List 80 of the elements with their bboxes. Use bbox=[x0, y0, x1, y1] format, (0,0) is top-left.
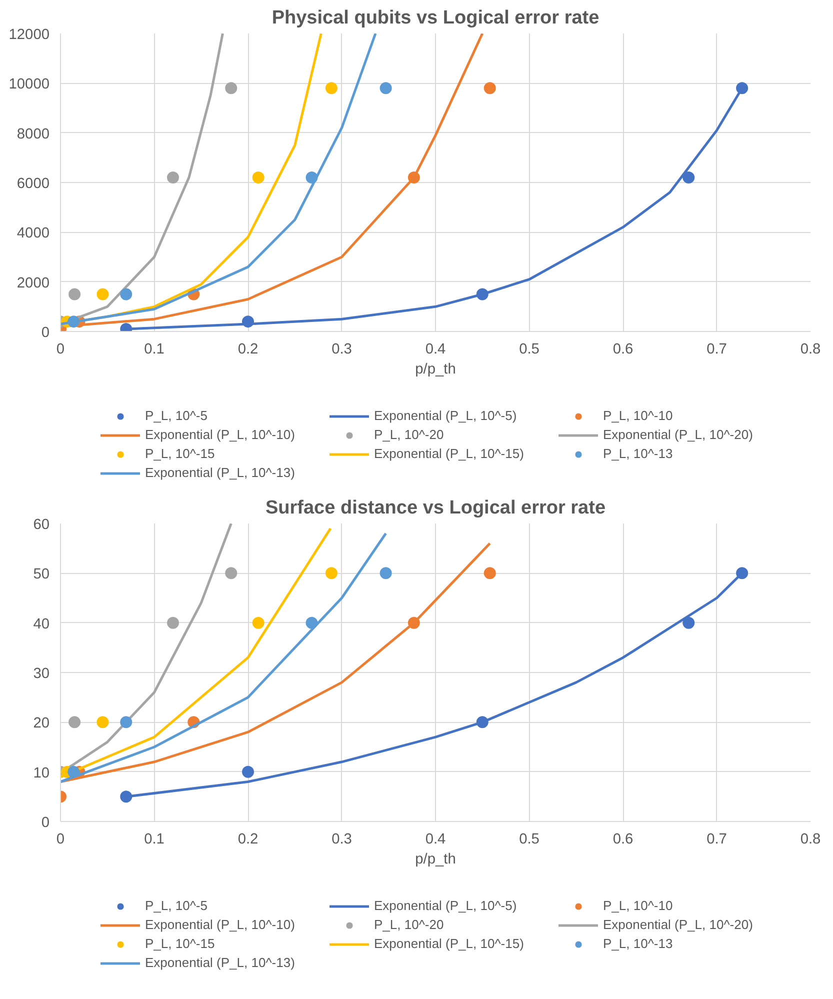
x-tick-label: 0.2 bbox=[238, 342, 258, 358]
point bbox=[682, 172, 695, 184]
point bbox=[380, 567, 392, 580]
legend-label: P_L, 10^-13 bbox=[603, 446, 674, 461]
legend-label: P_L, 10^-10 bbox=[603, 408, 674, 423]
x-tick-label: 0.7 bbox=[706, 342, 727, 358]
point bbox=[225, 82, 238, 94]
y-tick-label: 8000 bbox=[16, 126, 50, 142]
line-series bbox=[60, 527, 332, 778]
point bbox=[167, 172, 179, 184]
legend-label: Exponential (P_L, 10^-10) bbox=[145, 427, 296, 442]
y-tick-label: 30 bbox=[33, 666, 50, 682]
y-tick-label: 60 bbox=[33, 517, 50, 533]
point bbox=[96, 288, 109, 300]
y-tick-label: 10 bbox=[33, 765, 50, 782]
point bbox=[242, 766, 254, 778]
point bbox=[380, 82, 392, 94]
y-tick-label: 0 bbox=[41, 325, 50, 341]
legend-label: P_L, 10^-15 bbox=[145, 936, 216, 951]
point bbox=[96, 716, 109, 728]
x-tick-label: 0.8 bbox=[800, 342, 821, 358]
y-tick-label: 0 bbox=[41, 815, 50, 831]
x-tick-label: 0.6 bbox=[612, 832, 634, 848]
x-axis-title: p/p_th bbox=[415, 852, 456, 868]
point bbox=[167, 616, 179, 629]
x-tick-label: 0.3 bbox=[332, 342, 352, 358]
chart-title: Surface distance vs Logical error rate bbox=[265, 498, 606, 518]
legend-label: Exponential (P_L, 10^-13) bbox=[145, 465, 296, 480]
line-series bbox=[60, 542, 492, 784]
point bbox=[484, 567, 496, 580]
x-tick-label: 0.1 bbox=[144, 342, 164, 358]
y-tick-label: 4000 bbox=[16, 226, 50, 242]
y-tick-label: 20 bbox=[33, 716, 50, 732]
x-axis-title: p/p_th bbox=[415, 362, 456, 378]
point bbox=[120, 716, 132, 728]
point bbox=[252, 172, 264, 184]
legend-label: P_L, 10^-15 bbox=[145, 446, 216, 461]
y-tick-label: 12000 bbox=[8, 27, 50, 43]
x-tick-label: 0.5 bbox=[519, 342, 540, 358]
x-tick-label: 0.8 bbox=[800, 832, 821, 848]
x-tick-label: 0 bbox=[56, 342, 65, 358]
legend-label: Exponential (P_L, 10^-13) bbox=[145, 955, 296, 970]
legend-label: Exponential (P_L, 10^-5) bbox=[374, 898, 518, 913]
y-tick-label: 2000 bbox=[16, 275, 50, 292]
legend-label: Exponential (P_L, 10^-20) bbox=[603, 917, 754, 932]
x-tick-label: 0.4 bbox=[425, 342, 446, 358]
chart-title: Physical qubits vs Logical error rate bbox=[272, 8, 600, 28]
x-tick-label: 0.1 bbox=[144, 832, 164, 848]
legend-label: Exponential (P_L, 10^-5) bbox=[374, 408, 518, 423]
point bbox=[68, 716, 81, 728]
x-tick-label: 0.5 bbox=[519, 832, 540, 848]
legend-label: P_L, 10^-5 bbox=[145, 408, 208, 423]
point bbox=[120, 288, 132, 300]
point bbox=[252, 616, 264, 629]
point bbox=[484, 82, 496, 94]
legend-label: Exponential (P_L, 10^-20) bbox=[603, 427, 754, 442]
point bbox=[682, 616, 695, 629]
legend-label: Exponential (P_L, 10^-15) bbox=[374, 446, 525, 461]
y-tick-label: 40 bbox=[33, 616, 50, 632]
x-tick-label: 0.2 bbox=[238, 832, 258, 848]
point bbox=[325, 567, 338, 580]
line-series bbox=[60, 532, 388, 784]
legend-label: Exponential (P_L, 10^-10) bbox=[145, 917, 296, 932]
legend-label: P_L, 10^-20 bbox=[374, 427, 445, 442]
legend-label: P_L, 10^-13 bbox=[603, 936, 674, 951]
x-tick-label: 0 bbox=[56, 832, 65, 848]
x-tick-label: 0.3 bbox=[332, 832, 352, 848]
x-tick-label: 0.4 bbox=[425, 832, 446, 848]
point bbox=[225, 567, 238, 580]
legend-label: P_L, 10^-10 bbox=[603, 898, 674, 913]
y-tick-label: 6000 bbox=[16, 176, 50, 192]
point bbox=[325, 82, 338, 94]
y-tick-label: 50 bbox=[33, 566, 50, 583]
x-tick-label: 0.7 bbox=[706, 832, 727, 848]
legend-label: P_L, 10^-5 bbox=[145, 898, 208, 913]
legend-label: Exponential (P_L, 10^-15) bbox=[374, 936, 525, 951]
y-tick-label: 10000 bbox=[8, 76, 50, 93]
point bbox=[68, 288, 81, 300]
x-tick-label: 0.6 bbox=[612, 342, 634, 358]
legend-label: P_L, 10^-20 bbox=[374, 917, 445, 932]
